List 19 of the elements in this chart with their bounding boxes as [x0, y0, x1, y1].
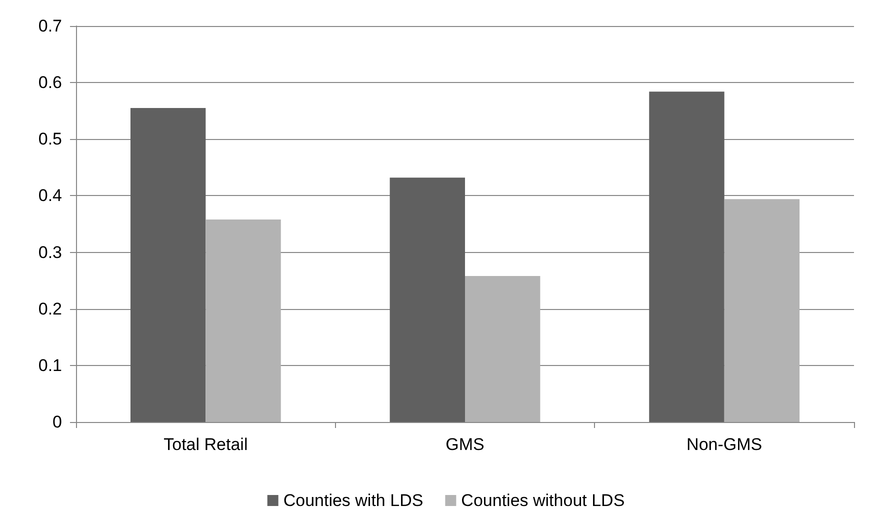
- x-tick-label: Total Retail: [164, 435, 248, 454]
- y-tick-label: 0.2: [38, 299, 62, 318]
- x-tick-label: GMS: [446, 435, 484, 454]
- legend-label: Counties without LDS: [461, 491, 625, 510]
- y-tick-label: 0.7: [38, 16, 62, 36]
- bar: [649, 92, 724, 422]
- bar: [465, 276, 540, 422]
- bar: [206, 219, 281, 422]
- y-tick-label: 0.3: [38, 242, 62, 262]
- bar: [724, 199, 800, 422]
- y-tick-label: 0.4: [38, 186, 62, 206]
- bar: [390, 178, 465, 422]
- bar: [130, 108, 206, 422]
- legend-label: Counties with LDS: [283, 491, 424, 510]
- y-tick-label: 0.1: [38, 356, 62, 375]
- y-tick-label: 0: [52, 412, 62, 432]
- y-tick-label: 0.6: [38, 73, 62, 92]
- x-tick-label: Non-GMS: [686, 435, 762, 454]
- y-tick-label: 0.5: [38, 130, 62, 149]
